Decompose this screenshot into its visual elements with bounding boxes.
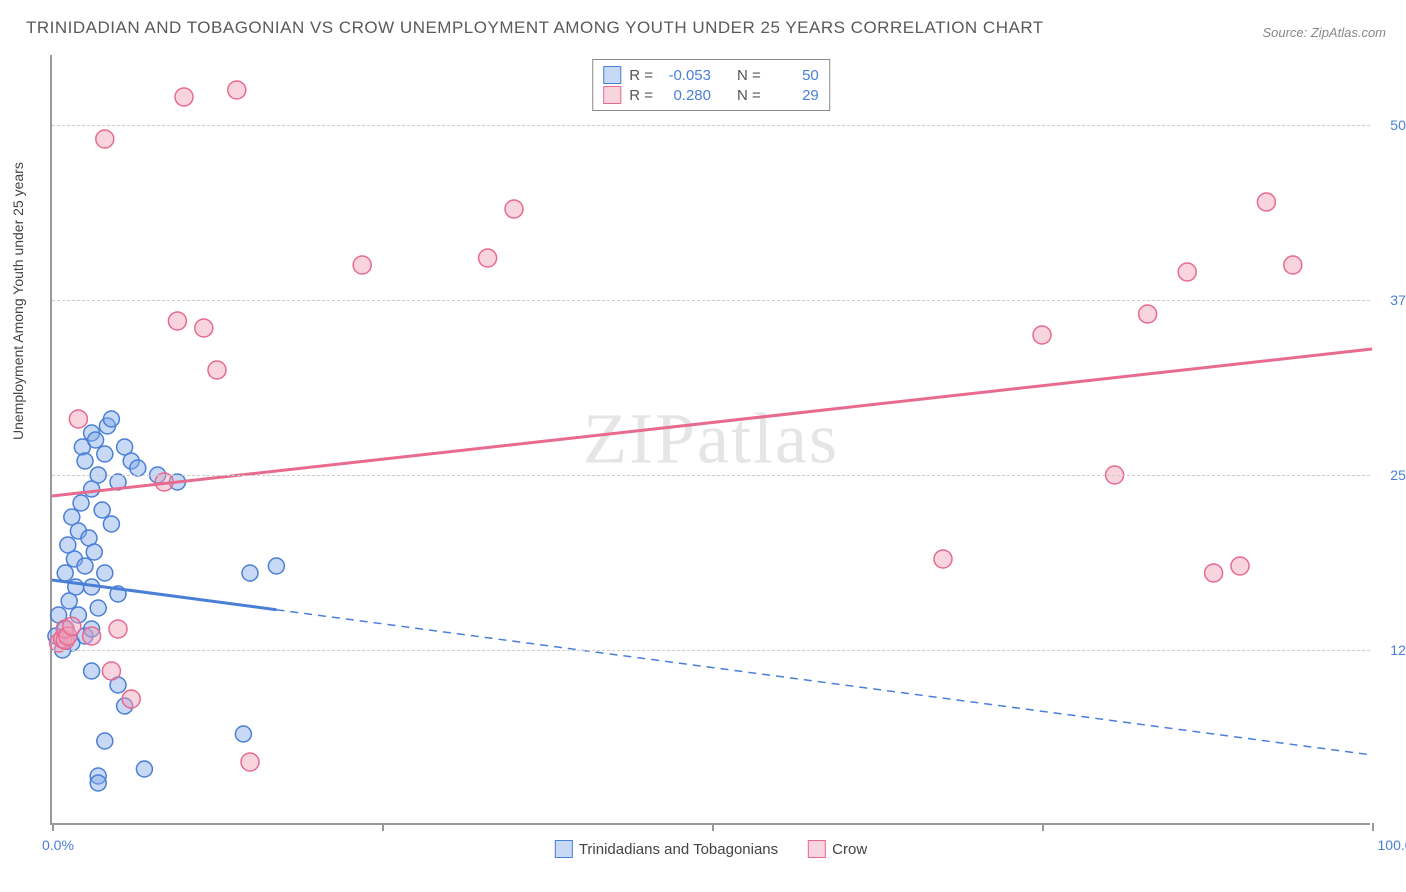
chart-title: TRINIDADIAN AND TOBAGONIAN VS CROW UNEMP… (26, 18, 1044, 38)
xtick-mark (382, 823, 384, 831)
ytick-label: 25.0% (1390, 467, 1406, 483)
legend-bottom: Trinidadians and Tobagonians Crow (555, 840, 867, 858)
xtick-label: 100.0% (1378, 837, 1406, 853)
gridline (52, 125, 1370, 126)
n-value-2: 29 (769, 87, 819, 104)
stats-row-2: R = 0.280 N = 29 (603, 86, 819, 104)
xtick-mark (1372, 823, 1374, 831)
xtick-mark (712, 823, 714, 831)
source-label: Source: ZipAtlas.com (1262, 25, 1386, 40)
gridline (52, 300, 1370, 301)
ytick-label: 50.0% (1390, 117, 1406, 133)
swatch-series-2 (603, 86, 621, 104)
n-label-2: N = (737, 87, 761, 104)
n-value-1: 50 (769, 67, 819, 84)
legend-label-1: Trinidadians and Tobagonians (579, 841, 778, 858)
legend-item-1: Trinidadians and Tobagonians (555, 840, 778, 858)
n-label-1: N = (737, 67, 761, 84)
chart-svg (52, 55, 1372, 825)
r-label-2: R = (629, 87, 653, 104)
stats-box: R = -0.053 N = 50 R = 0.280 N = 29 (592, 59, 830, 111)
plot-area: ZIPatlas R = -0.053 N = 50 R = 0.280 N =… (50, 55, 1370, 825)
r-value-1: -0.053 (661, 67, 711, 84)
swatch-series-1 (603, 66, 621, 84)
xtick-mark (52, 823, 54, 831)
r-value-2: 0.280 (661, 87, 711, 104)
legend-swatch-2 (808, 840, 826, 858)
legend-label-2: Crow (832, 841, 867, 858)
xtick-label: 0.0% (42, 837, 74, 853)
gridline (52, 475, 1370, 476)
xtick-mark (1042, 823, 1044, 831)
gridline (52, 650, 1370, 651)
stats-row-1: R = -0.053 N = 50 (603, 66, 819, 84)
legend-swatch-1 (555, 840, 573, 858)
y-axis-label: Unemployment Among Youth under 25 years (10, 162, 26, 440)
legend-item-2: Crow (808, 840, 867, 858)
ytick-label: 12.5% (1390, 642, 1406, 658)
ytick-label: 37.5% (1390, 292, 1406, 308)
r-label-1: R = (629, 67, 653, 84)
